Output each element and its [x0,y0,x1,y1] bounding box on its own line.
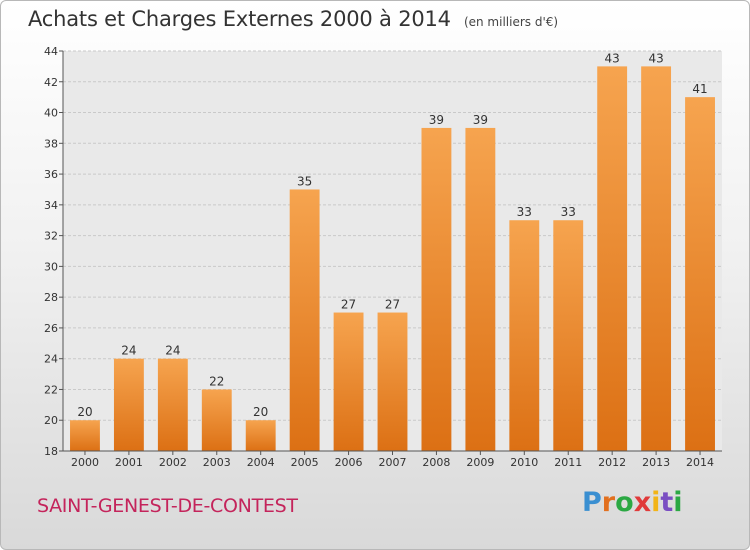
x-tick-label: 2006 [335,456,363,469]
bar [201,389,232,451]
x-tick-label: 2008 [422,456,450,469]
data-label: 27 [341,298,356,312]
logo-letter: r [601,487,616,518]
data-label: 24 [121,344,136,358]
data-label: 35 [297,174,312,188]
data-label: 24 [165,344,180,358]
proxiti-logo: Proxiti [582,487,683,518]
chart-subtitle: (en milliers d'€) [463,15,559,29]
y-tick-label: 36 [44,168,58,181]
logo-letter: x [633,487,652,518]
x-tick-label: 2014 [686,456,714,469]
logo-letter: o [615,487,634,518]
x-tick-label: 2011 [554,456,582,469]
bar [553,220,584,451]
y-tick-label: 38 [44,137,58,150]
y-tick-label: 40 [44,107,58,120]
bar [685,97,715,452]
x-tick-label: 2003 [203,456,231,469]
y-tick-label: 22 [44,383,58,396]
y-tick-label: 18 [44,445,58,458]
bar [597,66,628,451]
bar-chart: 18 20 22 24 26 28 30 32 34 36 38 40 42 44 20 2000 24 2001… [44,45,722,469]
logo-letter: i [673,487,683,518]
data-label: 39 [473,113,488,127]
y-tick-label: 20 [44,414,58,427]
data-label: 33 [561,205,576,219]
x-tick-label: 2004 [247,456,275,469]
x-tick-label: 2013 [642,456,670,469]
bar [333,312,364,451]
bar [70,420,100,451]
bar [641,66,672,451]
x-tick-label: 2005 [291,456,319,469]
data-label: 33 [517,205,532,219]
title-row: Achats et Charges Externes 2000 à 2014 (… [28,7,558,31]
bar [421,127,452,451]
logo-letter: t [660,487,674,518]
data-label: 20 [253,405,268,419]
logo-letter: P [582,487,602,518]
y-tick-label: 30 [44,260,58,273]
bar [245,420,276,451]
y-tick-label: 42 [44,76,58,89]
logo-letter: i [651,487,661,518]
data-label: 43 [648,51,663,65]
bar [377,312,408,451]
bar [157,358,188,451]
x-tick-label: 2009 [466,456,494,469]
x-tick-label: 2002 [159,456,187,469]
data-label: 39 [429,113,444,127]
x-tick-label: 2010 [510,456,538,469]
y-tick-label: 34 [44,199,58,212]
y-tick-label: 24 [44,353,58,366]
commune-name: SAINT-GENEST-DE-CONTEST [37,495,298,517]
data-label: 41 [692,82,707,96]
y-tick-label: 28 [44,291,58,304]
bar [113,358,144,451]
bar [509,220,540,451]
data-label: 43 [605,51,620,65]
y-tick-label: 44 [44,45,58,58]
bar [465,127,496,451]
data-label: 20 [77,405,92,419]
chart-title: Achats et Charges Externes 2000 à 2014 [28,7,451,31]
y-tick-label: 32 [44,230,58,243]
x-tick-label: 2001 [115,456,143,469]
bar [289,189,320,451]
x-tick-label: 2012 [598,456,626,469]
x-tick-label: 2000 [71,456,99,469]
data-label: 27 [385,298,400,312]
y-tick-label: 26 [44,322,58,335]
data-label: 22 [209,374,224,388]
x-tick-label: 2007 [379,456,407,469]
